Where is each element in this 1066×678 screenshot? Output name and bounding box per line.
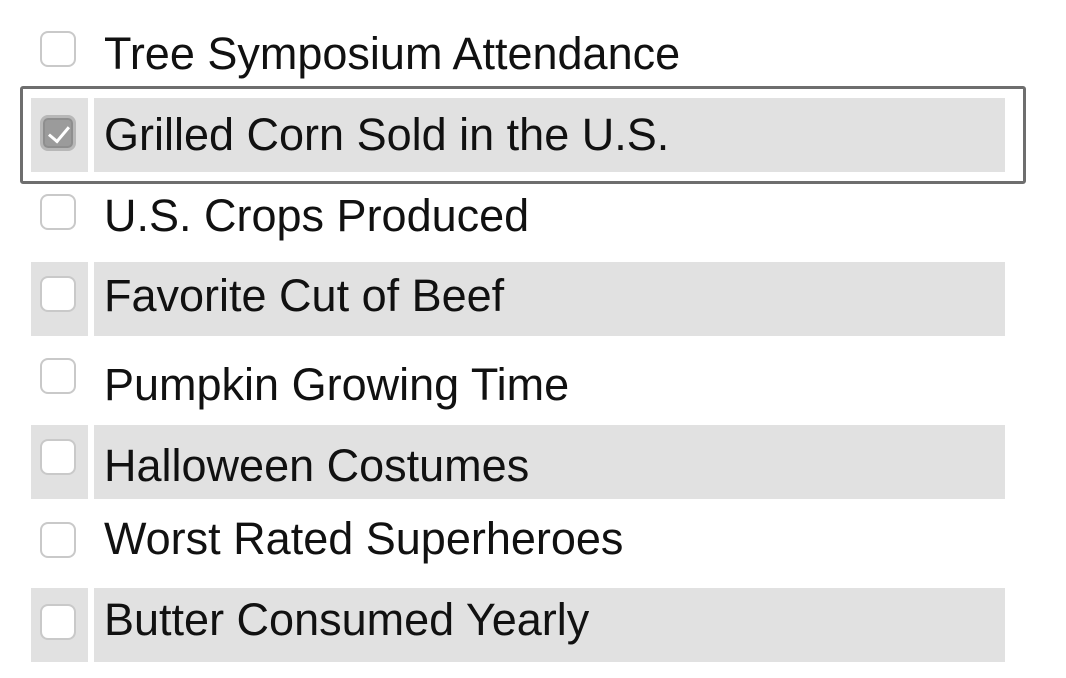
list-item-label: Tree Symposium Attendance [104, 28, 681, 79]
checkbox-cell [31, 16, 88, 90]
list-item-label: Butter Consumed Yearly [104, 594, 590, 645]
checkbox-unchecked-icon[interactable] [40, 604, 76, 640]
checkbox-cell [31, 344, 88, 420]
label-cell: Pumpkin Growing Time [94, 344, 1005, 420]
checkbox-unchecked-icon[interactable] [40, 439, 76, 475]
list-item[interactable]: Pumpkin Growing Time [31, 344, 1005, 420]
list-item[interactable]: U.S. Crops Produced [31, 178, 1005, 252]
checkbox-unchecked-icon[interactable] [40, 276, 76, 312]
list-item[interactable]: Grilled Corn Sold in the U.S. [31, 98, 1005, 172]
checkbox-cell [31, 262, 88, 336]
list-item-label: Halloween Costumes [104, 440, 530, 491]
checkbox-unchecked-icon[interactable] [40, 194, 76, 230]
label-cell: U.S. Crops Produced [94, 178, 1005, 252]
list-item-label: Worst Rated Superheroes [104, 513, 624, 564]
label-cell: Favorite Cut of Beef [94, 262, 1005, 336]
list-item-label: U.S. Crops Produced [104, 190, 530, 241]
label-cell: Worst Rated Superheroes [94, 506, 1005, 580]
list-item[interactable]: Worst Rated Superheroes [31, 506, 1005, 580]
label-cell: Halloween Costumes [94, 425, 1005, 499]
list-item[interactable]: Favorite Cut of Beef [31, 262, 1005, 336]
list-item[interactable]: Tree Symposium Attendance [31, 16, 1005, 90]
list-item-label: Favorite Cut of Beef [104, 270, 505, 321]
checkmark-icon [47, 120, 71, 144]
checkbox-cell [31, 178, 88, 252]
checkbox-unchecked-icon[interactable] [40, 31, 76, 67]
list-item[interactable]: Halloween Costumes [31, 425, 1005, 499]
checkbox-unchecked-icon[interactable] [40, 358, 76, 394]
checkbox-cell [31, 425, 88, 499]
checkbox-cell [31, 588, 88, 662]
checkbox-unchecked-icon[interactable] [40, 522, 76, 558]
list-item-label: Pumpkin Growing Time [104, 359, 570, 410]
label-cell: Butter Consumed Yearly [94, 588, 1005, 662]
checkbox-checked-icon[interactable] [40, 115, 76, 151]
label-cell: Grilled Corn Sold in the U.S. [94, 98, 1005, 172]
checkbox-cell [31, 98, 88, 172]
label-cell: Tree Symposium Attendance [94, 16, 1005, 90]
list-item-label: Grilled Corn Sold in the U.S. [104, 109, 670, 160]
list-item[interactable]: Butter Consumed Yearly [31, 588, 1005, 662]
checkbox-cell [31, 506, 88, 580]
